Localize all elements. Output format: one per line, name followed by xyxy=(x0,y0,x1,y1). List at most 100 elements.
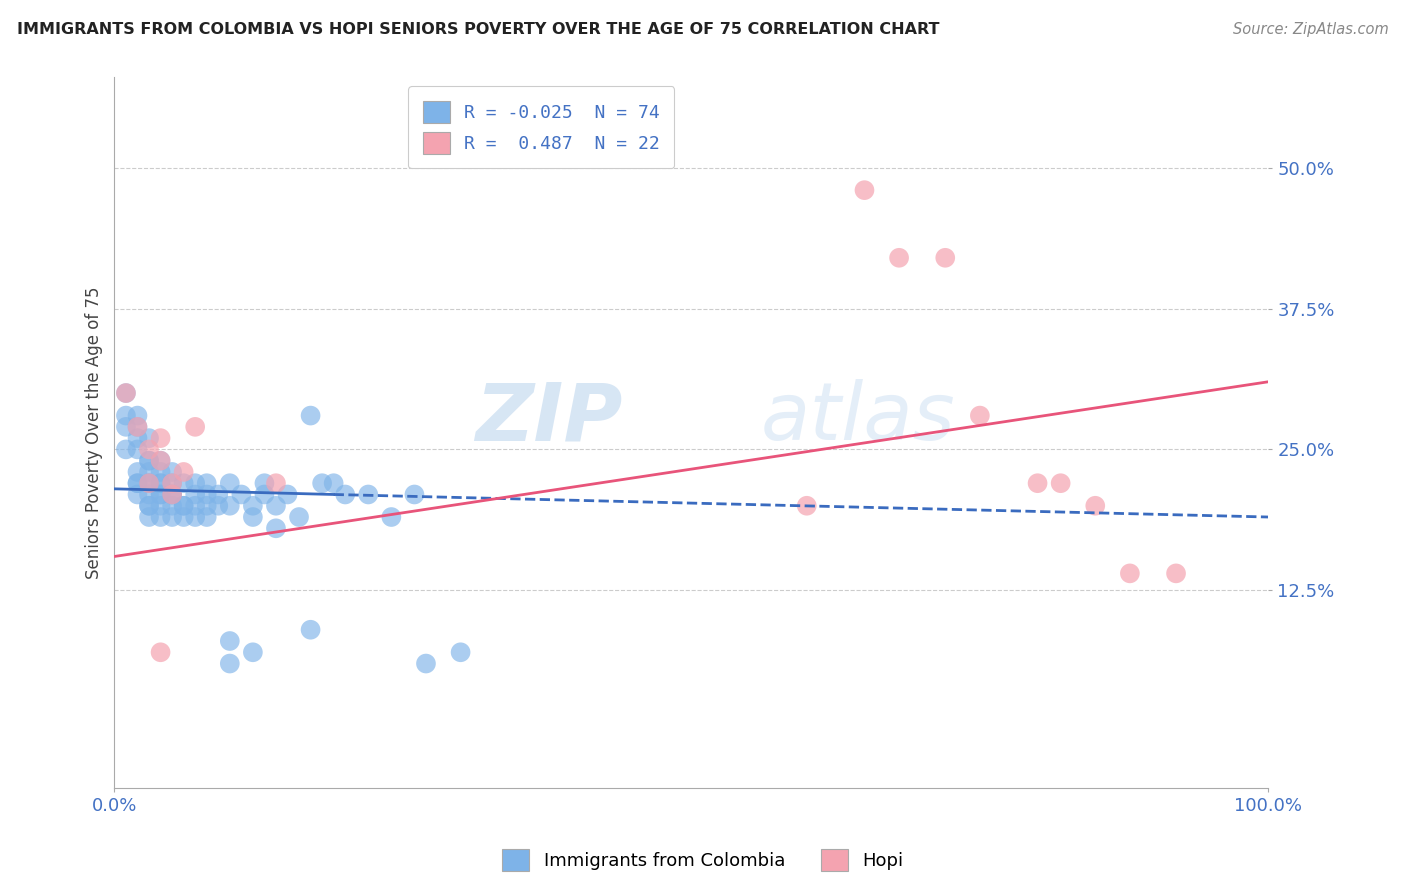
Point xyxy=(853,183,876,197)
Point xyxy=(160,510,183,524)
Point xyxy=(276,487,298,501)
Point xyxy=(160,487,183,501)
Point xyxy=(138,487,160,501)
Point xyxy=(173,465,195,479)
Point xyxy=(299,623,322,637)
Point xyxy=(149,476,172,491)
Point xyxy=(299,409,322,423)
Point xyxy=(149,476,172,491)
Point xyxy=(195,476,218,491)
Point xyxy=(160,487,183,501)
Point xyxy=(127,431,149,445)
Point xyxy=(138,442,160,457)
Point xyxy=(138,510,160,524)
Text: ZIP: ZIP xyxy=(475,379,621,458)
Point xyxy=(887,251,910,265)
Text: atlas: atlas xyxy=(761,379,955,458)
Point xyxy=(149,510,172,524)
Point xyxy=(127,465,149,479)
Point xyxy=(207,499,229,513)
Point xyxy=(127,487,149,501)
Point xyxy=(288,510,311,524)
Point xyxy=(335,487,357,501)
Point xyxy=(138,499,160,513)
Point xyxy=(404,487,426,501)
Point xyxy=(149,487,172,501)
Point xyxy=(138,453,160,467)
Text: IMMIGRANTS FROM COLOMBIA VS HOPI SENIORS POVERTY OVER THE AGE OF 75 CORRELATION : IMMIGRANTS FROM COLOMBIA VS HOPI SENIORS… xyxy=(17,22,939,37)
Point xyxy=(264,521,287,535)
Legend: R = -0.025  N = 74, R =  0.487  N = 22: R = -0.025 N = 74, R = 0.487 N = 22 xyxy=(408,87,675,169)
Point xyxy=(450,645,472,659)
Point xyxy=(969,409,991,423)
Point xyxy=(173,476,195,491)
Point xyxy=(149,465,172,479)
Point xyxy=(115,420,138,434)
Text: Source: ZipAtlas.com: Source: ZipAtlas.com xyxy=(1233,22,1389,37)
Point xyxy=(149,645,172,659)
Point xyxy=(184,499,207,513)
Point xyxy=(195,487,218,501)
Point xyxy=(242,510,264,524)
Point xyxy=(115,409,138,423)
Y-axis label: Seniors Poverty Over the Age of 75: Seniors Poverty Over the Age of 75 xyxy=(86,286,103,579)
Point xyxy=(242,499,264,513)
Point xyxy=(160,499,183,513)
Point xyxy=(195,510,218,524)
Point xyxy=(115,386,138,401)
Point xyxy=(184,476,207,491)
Point xyxy=(160,487,183,501)
Point xyxy=(138,453,160,467)
Point xyxy=(253,487,276,501)
Point xyxy=(1164,566,1187,581)
Point xyxy=(160,476,183,491)
Point xyxy=(207,487,229,501)
Point xyxy=(218,499,240,513)
Point xyxy=(160,465,183,479)
Point xyxy=(1049,476,1071,491)
Point xyxy=(311,476,333,491)
Point xyxy=(218,476,240,491)
Point xyxy=(138,476,160,491)
Point xyxy=(253,476,276,491)
Point xyxy=(149,499,172,513)
Point xyxy=(138,431,160,445)
Point xyxy=(149,431,172,445)
Point xyxy=(934,251,956,265)
Point xyxy=(127,420,149,434)
Point xyxy=(115,442,138,457)
Point xyxy=(173,499,195,513)
Point xyxy=(138,476,160,491)
Point xyxy=(184,487,207,501)
Point xyxy=(415,657,437,671)
Point xyxy=(242,645,264,659)
Point xyxy=(1026,476,1049,491)
Point xyxy=(138,499,160,513)
Point xyxy=(264,499,287,513)
Point xyxy=(218,657,240,671)
Point xyxy=(184,420,207,434)
Point xyxy=(195,499,218,513)
Point xyxy=(127,442,149,457)
Point xyxy=(127,476,149,491)
Point xyxy=(127,476,149,491)
Point xyxy=(149,453,172,467)
Point xyxy=(357,487,380,501)
Point xyxy=(218,634,240,648)
Legend: Immigrants from Colombia, Hopi: Immigrants from Colombia, Hopi xyxy=(495,842,911,879)
Point xyxy=(127,409,149,423)
Point xyxy=(264,476,287,491)
Point xyxy=(160,476,183,491)
Point xyxy=(322,476,344,491)
Point xyxy=(380,510,402,524)
Point xyxy=(231,487,253,501)
Point xyxy=(149,487,172,501)
Point xyxy=(796,499,818,513)
Point xyxy=(1084,499,1107,513)
Point xyxy=(173,510,195,524)
Point xyxy=(127,420,149,434)
Point xyxy=(138,476,160,491)
Point xyxy=(138,465,160,479)
Point xyxy=(1119,566,1142,581)
Point xyxy=(184,510,207,524)
